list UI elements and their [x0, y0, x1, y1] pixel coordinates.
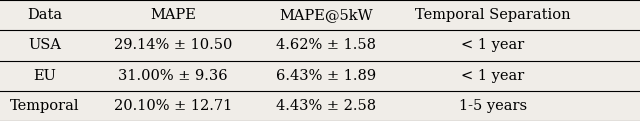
- Text: < 1 year: < 1 year: [461, 38, 524, 52]
- Text: 4.43% ± 2.58: 4.43% ± 2.58: [276, 99, 376, 113]
- Text: Temporal: Temporal: [10, 99, 79, 113]
- Text: 1-5 years: 1-5 years: [459, 99, 527, 113]
- Text: EU: EU: [33, 69, 56, 83]
- Text: 6.43% ± 1.89: 6.43% ± 1.89: [276, 69, 376, 83]
- Text: < 1 year: < 1 year: [461, 69, 524, 83]
- Text: Temporal Separation: Temporal Separation: [415, 8, 571, 22]
- Text: USA: USA: [28, 38, 61, 52]
- Text: 20.10% ± 12.71: 20.10% ± 12.71: [114, 99, 232, 113]
- Text: Data: Data: [28, 8, 62, 22]
- Text: 29.14% ± 10.50: 29.14% ± 10.50: [114, 38, 232, 52]
- Text: 4.62% ± 1.58: 4.62% ± 1.58: [276, 38, 376, 52]
- Text: 31.00% ± 9.36: 31.00% ± 9.36: [118, 69, 228, 83]
- Text: MAPE: MAPE: [150, 8, 196, 22]
- Text: MAPE@5kW: MAPE@5kW: [280, 8, 373, 22]
